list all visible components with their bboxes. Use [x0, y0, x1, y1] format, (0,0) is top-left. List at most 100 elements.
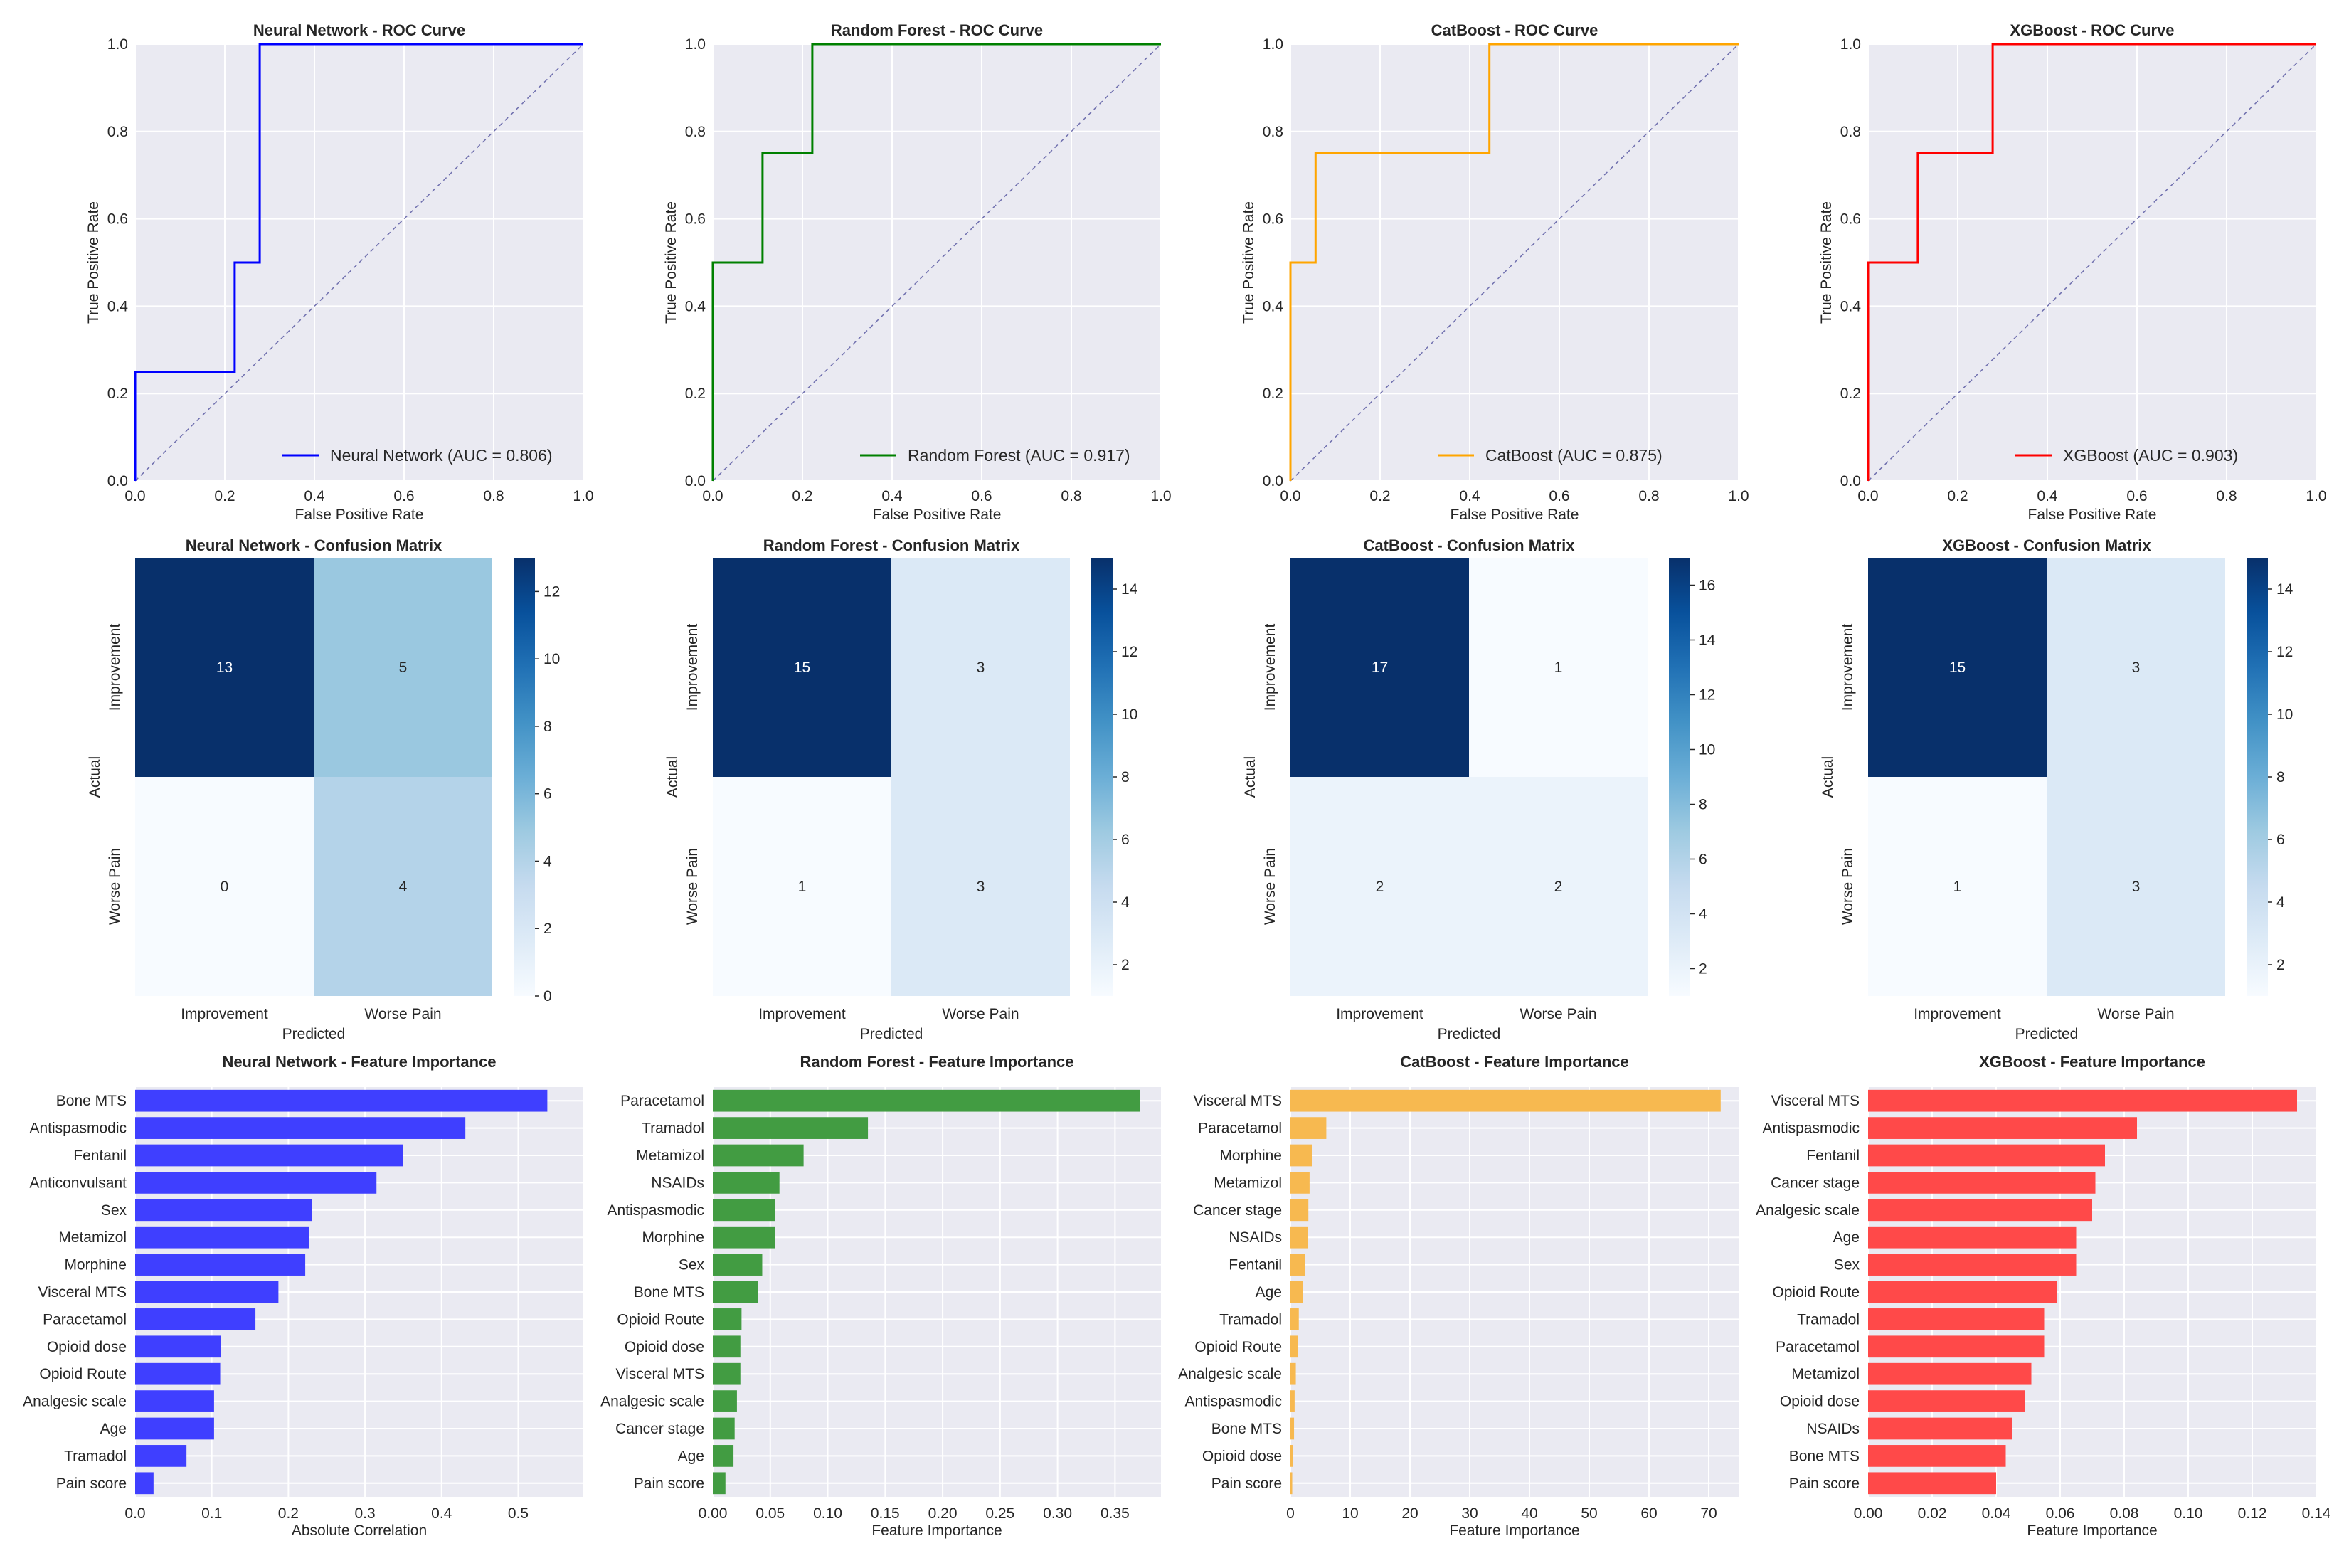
x-tick-label: 0.08	[2110, 1505, 2139, 1522]
feature-label: Sex	[1834, 1257, 1860, 1273]
x-tick-label: 0.4	[431, 1505, 452, 1522]
colorbar-tick-label: 10	[2276, 706, 2293, 723]
colorbar	[1091, 558, 1113, 996]
feature-bar	[1290, 1308, 1299, 1330]
feature-bar	[713, 1362, 741, 1385]
feature-label: Paracetamol	[1198, 1121, 1282, 1137]
chart-title: XGBoost - Feature Importance	[1979, 1053, 2205, 1071]
feature-label: Paracetamol	[1776, 1339, 1860, 1355]
feature-bar	[1868, 1390, 2025, 1412]
x-tick-label: 0.8	[1061, 488, 1081, 504]
feature-bar	[1290, 1281, 1303, 1303]
colorbar	[514, 558, 535, 996]
x-tick-label: 0.04	[1982, 1505, 2011, 1522]
feature-bar	[1290, 1445, 1293, 1467]
colorbar-tick-label: 4	[543, 853, 552, 869]
matrix-cell	[1868, 558, 2047, 777]
x-tick-label: 50	[1581, 1505, 1597, 1522]
x-tick-label: 0.6	[393, 488, 414, 504]
feature-label: Antispasmodic	[1184, 1394, 1282, 1410]
x-axis-label: Predicted	[282, 1026, 346, 1042]
feature-label: Opioid dose	[1780, 1394, 1860, 1410]
feature-bar	[1868, 1199, 2092, 1222]
chart-title: Random Forest - ROC Curve	[831, 21, 1043, 39]
x-tick-label: 10	[1342, 1505, 1358, 1522]
y-tick-label: 0.4	[107, 298, 129, 314]
feature-label: Analgesic scale	[600, 1394, 704, 1410]
roc-chart-2: 0.00.0 0.2 0.2 0.4 0.4 0.6 0.6 0.8 0.8 1.0 1.0 Rand…	[663, 21, 1172, 523]
x-tick-label: 0.10	[2174, 1505, 2203, 1522]
chart-title: XGBoost - Confusion Matrix	[1942, 536, 2151, 554]
feature-bar	[1868, 1362, 2032, 1385]
chance-diagonal-line	[1290, 43, 1739, 482]
y-axis-label: Actual	[87, 756, 103, 798]
colorbar-tick-label: 2	[2276, 957, 2285, 973]
feature-label: Fentanil	[1229, 1257, 1282, 1273]
feature-bar	[1290, 1417, 1295, 1440]
feature-label: Antispasmodic	[607, 1202, 704, 1219]
feature-label: NSAIDs	[1229, 1229, 1282, 1246]
colorbar-tick-label: 6	[2276, 832, 2285, 848]
y-category-label: Improvement	[1262, 624, 1278, 711]
feature-label: Antispasmodic	[29, 1121, 127, 1137]
x-category-label: Worse Pain	[2097, 1006, 2174, 1022]
feature-bar	[135, 1308, 256, 1330]
feature-bar	[135, 1117, 466, 1139]
x-axis-label: False Positive Rate	[873, 507, 1002, 523]
feature-label: Bone MTS	[56, 1093, 127, 1109]
x-tick-label: 0.35	[1101, 1505, 1130, 1522]
matrix-cell	[1290, 558, 1469, 777]
x-category-label: Improvement	[1914, 1006, 2001, 1022]
feature-bar	[135, 1445, 187, 1467]
feature-bar	[1290, 1254, 1305, 1276]
feature-bar	[135, 1281, 279, 1303]
x-category-label: Worse Pain	[942, 1006, 1019, 1022]
feature-label: Opioid Route	[39, 1366, 127, 1382]
y-category-label: Worse Pain	[1840, 848, 1856, 925]
feature-bar	[135, 1226, 309, 1249]
feature-bar	[135, 1254, 306, 1276]
feature-bar	[1290, 1362, 1296, 1385]
y-tick-label: 0.0	[107, 473, 128, 489]
matrix-cell	[891, 777, 1070, 996]
colorbar-tick-label: 6	[1121, 832, 1130, 848]
feature-label: Metamizol	[58, 1229, 127, 1246]
y-category-label: Improvement	[107, 624, 123, 711]
colorbar-tick-label: 12	[2276, 644, 2293, 660]
colorbar-tick-label: 0	[543, 988, 552, 1005]
y-tick-label: 0.6	[685, 211, 706, 228]
legend-label: Neural Network (AUC = 0.806)	[330, 446, 553, 465]
x-tick-label: 0.3	[354, 1505, 375, 1522]
colorbar-tick-label: 8	[1699, 797, 1707, 813]
feature-label: Pain score	[634, 1476, 704, 1492]
feature-bar	[135, 1335, 221, 1358]
x-tick-label: 0.6	[1549, 488, 1569, 504]
matrix-cell	[2047, 777, 2225, 996]
x-tick-label: 0.0	[124, 1505, 145, 1522]
feature-label: Antispasmodic	[1762, 1121, 1860, 1137]
feature-bar	[1868, 1089, 2297, 1112]
x-axis-label: Feature Importance	[1449, 1522, 1579, 1539]
feature-label: Sex	[679, 1257, 705, 1273]
confusion-matrix-2: 15 3 1 3 Improvement Improvement Worse Pain Wor…	[664, 536, 1138, 1042]
x-tick-label: 1.0	[2306, 488, 2326, 504]
feature-bar	[135, 1089, 548, 1112]
feature-bar	[135, 1199, 312, 1222]
feature-bar	[1868, 1144, 2105, 1167]
y-category-label: Improvement	[1840, 624, 1856, 711]
cell-value: 1	[1554, 659, 1563, 676]
confusion-matrix-1: 13 5 0 4 Improvement Improvement Worse Pain Wor…	[87, 536, 560, 1042]
feature-bar	[1290, 1472, 1293, 1495]
y-tick-label: 0.8	[107, 124, 128, 140]
x-tick-label: 0.0	[702, 488, 723, 504]
feature-label: Age	[678, 1448, 704, 1464]
x-category-label: Improvement	[181, 1006, 268, 1022]
x-tick-label: 0.2	[278, 1505, 299, 1522]
colorbar-tick-label: 2	[1699, 961, 1707, 978]
feature-bar	[1868, 1172, 2096, 1194]
y-tick-label: 0.8	[1263, 124, 1283, 140]
feature-label: Tramadol	[1797, 1311, 1860, 1328]
chart-title: CatBoost - Feature Importance	[1400, 1053, 1629, 1071]
colorbar-tick-label: 6	[543, 786, 552, 802]
y-tick-label: 0.2	[107, 386, 128, 402]
